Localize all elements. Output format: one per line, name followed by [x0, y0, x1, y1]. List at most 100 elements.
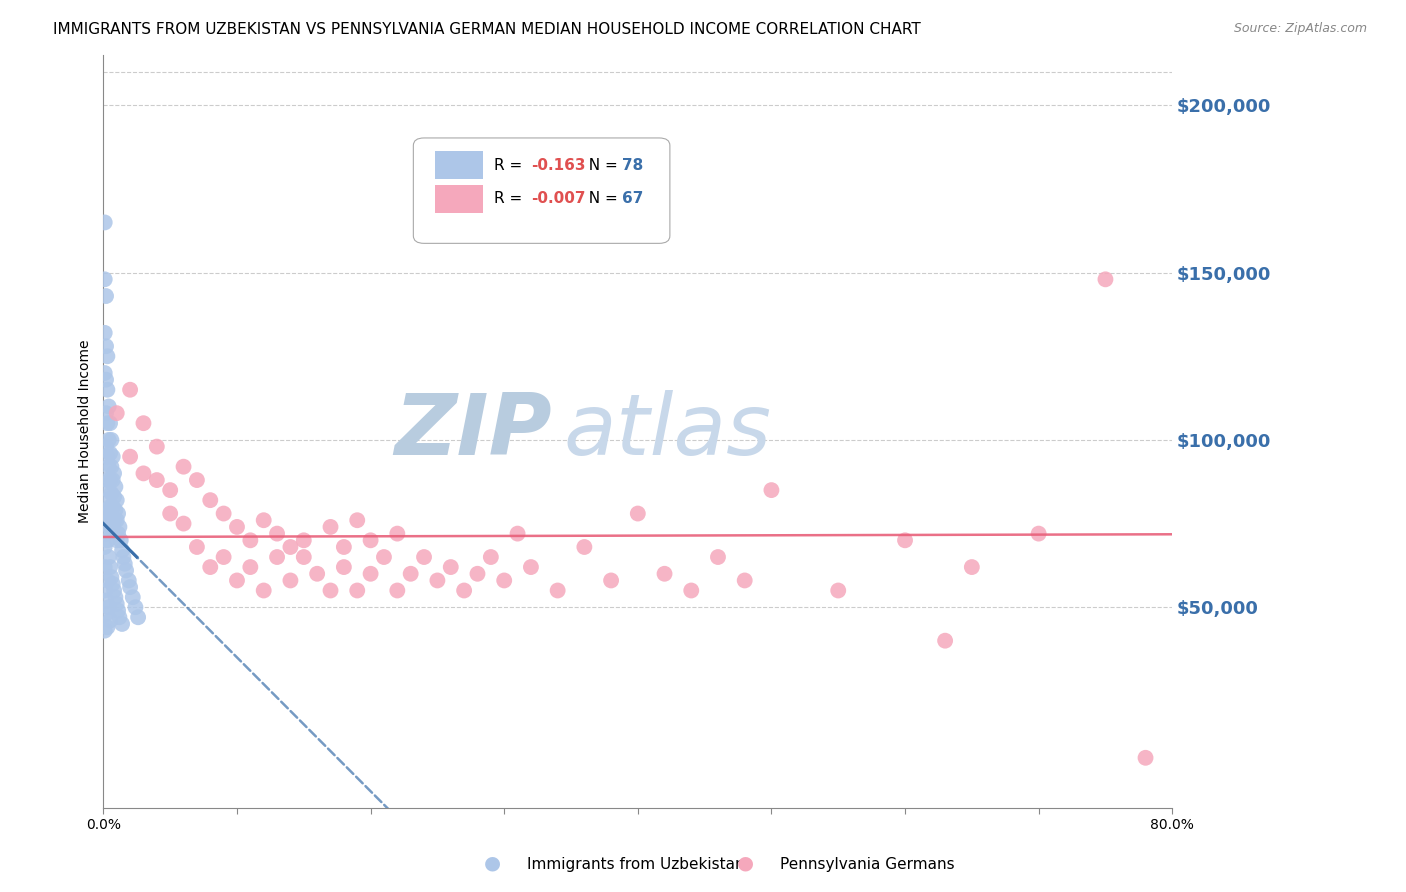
Point [93, 540, 115, 554]
Point [93, 624, 115, 638]
Point [333, 560, 356, 574]
Point [97, 483, 120, 497]
Point [96, 620, 118, 634]
Text: N =: N = [579, 158, 623, 172]
Point [173, 516, 195, 531]
Point [173, 459, 195, 474]
Point [96, 473, 118, 487]
Point [94, 406, 117, 420]
Point [98, 614, 121, 628]
Point [360, 533, 382, 548]
Point [105, 513, 128, 527]
Point [104, 590, 127, 604]
Point [115, 563, 138, 577]
Point [212, 549, 235, 564]
Point [239, 560, 262, 574]
Point [96, 533, 118, 548]
Point [93, 215, 115, 229]
Point [146, 473, 169, 487]
Point [107, 507, 129, 521]
Point [120, 450, 142, 464]
Point [387, 526, 409, 541]
Y-axis label: Median Household Income: Median Household Income [79, 340, 93, 524]
Point [94, 593, 117, 607]
Point [132, 467, 155, 481]
Point [112, 549, 135, 564]
FancyBboxPatch shape [434, 185, 482, 213]
Point [654, 566, 676, 581]
Point [399, 566, 422, 581]
Point [319, 520, 342, 534]
FancyBboxPatch shape [413, 138, 669, 244]
Point [494, 574, 516, 588]
Point [96, 493, 118, 508]
Point [1028, 526, 1050, 541]
Text: -0.163: -0.163 [531, 158, 585, 172]
Point [547, 583, 569, 598]
Point [107, 603, 129, 617]
Point [93, 516, 115, 531]
Point [98, 416, 121, 430]
Point [453, 583, 475, 598]
Point [574, 540, 596, 554]
FancyBboxPatch shape [434, 151, 482, 179]
Text: N =: N = [579, 192, 623, 206]
Text: IMMIGRANTS FROM UZBEKISTAN VS PENNSYLVANIA GERMAN MEDIAN HOUSEHOLD INCOME CORREL: IMMIGRANTS FROM UZBEKISTAN VS PENNSYLVAN… [53, 22, 921, 37]
Point [97, 459, 120, 474]
Point [827, 583, 849, 598]
Point [101, 500, 124, 514]
Point [124, 600, 146, 615]
Point [1135, 751, 1157, 765]
Point [101, 520, 124, 534]
Text: ●: ● [737, 853, 754, 872]
Point [132, 416, 155, 430]
Text: ●: ● [484, 853, 501, 872]
Point [97, 433, 120, 447]
Text: Immigrants from Uzbekistan: Immigrants from Uzbekistan [527, 857, 745, 872]
Point [100, 459, 122, 474]
Text: 78: 78 [621, 158, 643, 172]
Point [103, 467, 125, 481]
Point [103, 490, 125, 504]
Text: ZIP: ZIP [395, 390, 553, 473]
Point [97, 507, 120, 521]
Point [114, 557, 136, 571]
Point [100, 570, 122, 584]
Point [373, 549, 395, 564]
Point [121, 590, 143, 604]
Point [212, 507, 235, 521]
Point [97, 400, 120, 414]
Point [200, 560, 222, 574]
Point [360, 566, 382, 581]
Point [266, 526, 288, 541]
Point [96, 574, 118, 588]
Point [934, 633, 956, 648]
Point [101, 450, 124, 464]
Point [600, 574, 623, 588]
Point [506, 526, 529, 541]
Point [94, 526, 117, 541]
Point [94, 440, 117, 454]
Point [333, 540, 356, 554]
Point [103, 513, 125, 527]
Text: atlas: atlas [562, 390, 770, 473]
Point [960, 560, 983, 574]
Point [253, 583, 276, 598]
Point [159, 507, 181, 521]
Point [127, 610, 149, 624]
Point [108, 610, 131, 624]
Point [93, 272, 115, 286]
Point [292, 533, 315, 548]
Point [94, 289, 117, 303]
Point [413, 549, 436, 564]
Point [280, 574, 302, 588]
Point [186, 540, 208, 554]
Point [105, 406, 128, 420]
Text: R =: R = [494, 158, 531, 172]
Point [226, 520, 249, 534]
Point [110, 533, 132, 548]
Point [707, 549, 730, 564]
Point [159, 483, 181, 497]
Point [627, 507, 650, 521]
Point [118, 574, 141, 588]
